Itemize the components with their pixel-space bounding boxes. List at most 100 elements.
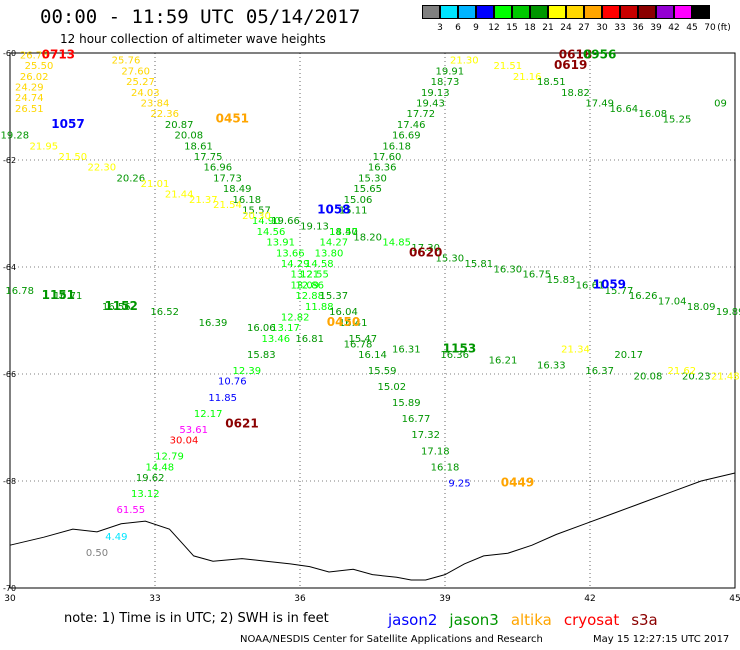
pass-time-label: 0620 xyxy=(409,245,442,259)
wave-height-label: 15.30 xyxy=(358,173,387,184)
legend-jason3: jason3 xyxy=(449,611,499,629)
wave-height-label: 16.18 xyxy=(382,141,411,152)
y-tick-label: -64 xyxy=(3,263,16,272)
colorbar-swatch xyxy=(584,5,602,19)
footer-note: note: 1) Time is in UTC; 2) SWH is in fe… xyxy=(64,611,329,626)
wave-height-label: 21.37 xyxy=(189,195,218,206)
colorbar-swatch xyxy=(440,5,458,19)
wave-height-label: 12.55 xyxy=(300,270,329,281)
colorbar-label: 33 xyxy=(614,23,626,33)
colorbar-swatch xyxy=(656,5,674,19)
wave-height-label: 12.79 xyxy=(155,452,184,463)
wave-height-label: 12.39 xyxy=(233,366,262,377)
pass-time-label: 1152 xyxy=(104,299,137,313)
wave-height-label: 16.18 xyxy=(233,195,262,206)
wave-height-label: 21.44 xyxy=(165,189,194,200)
wave-height-label: 20.30 xyxy=(242,211,271,222)
wave-height-label: 16.06 xyxy=(247,323,276,334)
colorbar-swatch xyxy=(512,5,530,19)
wave-height-label: 15.65 xyxy=(353,184,382,195)
wave-height-label: 18.51 xyxy=(537,77,566,88)
wave-height-label: 17.73 xyxy=(213,173,242,184)
wave-height-label: 12.88 xyxy=(295,291,324,302)
wave-height-label: 19.43 xyxy=(416,99,445,110)
chart-title: 00:00 - 11:59 UTC 05/14/2017 xyxy=(40,6,361,28)
pass-time-label: 1151 xyxy=(42,288,75,302)
wave-height-label: 26.02 xyxy=(20,72,49,83)
wave-height-label: 24.74 xyxy=(15,93,44,104)
wave-height-label: 21.01 xyxy=(141,179,170,190)
y-tick-label: -68 xyxy=(3,477,16,486)
wave-height-label: 16.78 xyxy=(5,286,34,297)
wave-height-label: 16.69 xyxy=(392,131,421,142)
wave-height-label: 18.20 xyxy=(353,232,382,243)
generated-timestamp: May 15 12:27:15 UTC 2017 xyxy=(593,634,730,645)
wave-height-label: 17.30 xyxy=(411,243,440,254)
wave-height-label: 16.21 xyxy=(489,355,518,366)
legend-altika: altika xyxy=(510,611,552,629)
wave-height-label: 19.66 xyxy=(271,216,300,227)
y-tick-label: -62 xyxy=(3,156,16,165)
wave-height-label: 16.41 xyxy=(339,318,368,329)
wave-height-label: 22.36 xyxy=(150,109,179,120)
wave-height-label: 16.81 xyxy=(295,334,324,345)
wave-height-label: 13.21 xyxy=(291,270,320,281)
wave-height-label: 15.25 xyxy=(663,115,692,126)
pass-time-label: 1059 xyxy=(593,277,626,291)
satellite-legend: jason2 jason3 altika cryosat s3a xyxy=(388,611,670,629)
wave-height-label: 14.58 xyxy=(305,259,334,270)
wave-height-label: 17.72 xyxy=(407,109,436,120)
wave-height-label: 17.46 xyxy=(397,120,426,131)
legend-cryosat: cryosat xyxy=(563,611,620,629)
colorbar-swatch xyxy=(548,5,566,19)
wave-height-label: 21.30 xyxy=(450,56,479,67)
colorbar-swatch xyxy=(566,5,584,19)
colorbar-label: 6 xyxy=(455,23,461,33)
wave-height-label: 11.88 xyxy=(305,302,334,313)
pass-time-label: 1057 xyxy=(51,117,84,131)
wave-height-label: 27.60 xyxy=(121,66,150,77)
wave-height-label: 16.64 xyxy=(610,104,639,115)
wave-height-label: 30.04 xyxy=(170,436,199,447)
wave-height-label: 20.23 xyxy=(682,371,711,382)
wave-height-label: 4.49 xyxy=(105,532,127,543)
colorbar-swatch xyxy=(674,5,692,19)
wave-height-label: 19.28 xyxy=(1,131,30,142)
wave-height-label: 15.59 xyxy=(368,366,397,377)
legend-jason2: jason2 xyxy=(388,611,438,629)
wave-height-label: 25.27 xyxy=(126,77,155,88)
wave-height-label: 16.08 xyxy=(639,109,668,120)
wave-height-label: 16.61 xyxy=(576,280,605,291)
wave-height-label: 14.90 xyxy=(252,216,281,227)
y-tick-label: -60 xyxy=(3,49,16,58)
wave-height-label: 16.30 xyxy=(494,264,523,275)
wave-height-label: 11.85 xyxy=(208,393,237,404)
wave-height-label: 16.39 xyxy=(199,318,228,329)
wave-height-label: 14.27 xyxy=(320,238,349,249)
wave-height-label: 19.13 xyxy=(421,88,450,99)
wave-height-label: 14.29 xyxy=(281,259,310,270)
wave-height-label: 14.48 xyxy=(146,462,175,473)
wave-height-label: 0.50 xyxy=(86,548,108,559)
wave-height-label: 18.61 xyxy=(184,141,213,152)
wave-height-label: 20.17 xyxy=(614,350,643,361)
x-tick-label: 30 xyxy=(4,594,16,604)
wave-height-label: 15.89 xyxy=(392,398,421,409)
wave-height-label: 12.17 xyxy=(194,409,223,420)
wave-height-label: 15.83 xyxy=(247,350,276,361)
wave-height-label: 21.50 xyxy=(59,152,88,163)
wave-height-label: 19.89 xyxy=(716,307,740,318)
wave-height-label: 16.52 xyxy=(150,307,179,318)
colorbar-label: 39 xyxy=(650,23,662,33)
colorbar-label: 27 xyxy=(578,23,590,33)
wave-height-label: 12.82 xyxy=(281,313,310,324)
wave-height-label: 13.09 xyxy=(291,280,320,291)
wave-height-label: 16.77 xyxy=(402,414,431,425)
wave-height-label: 19.13 xyxy=(300,222,329,233)
wave-height-label: 20.08 xyxy=(175,131,204,142)
colorbar-swatch xyxy=(494,5,512,19)
wave-height-label: 14.56 xyxy=(257,227,286,238)
wave-height-label: 16.14 xyxy=(358,350,387,361)
wave-height-label: 17.75 xyxy=(194,152,223,163)
wave-height-label: 61.55 xyxy=(117,505,146,516)
